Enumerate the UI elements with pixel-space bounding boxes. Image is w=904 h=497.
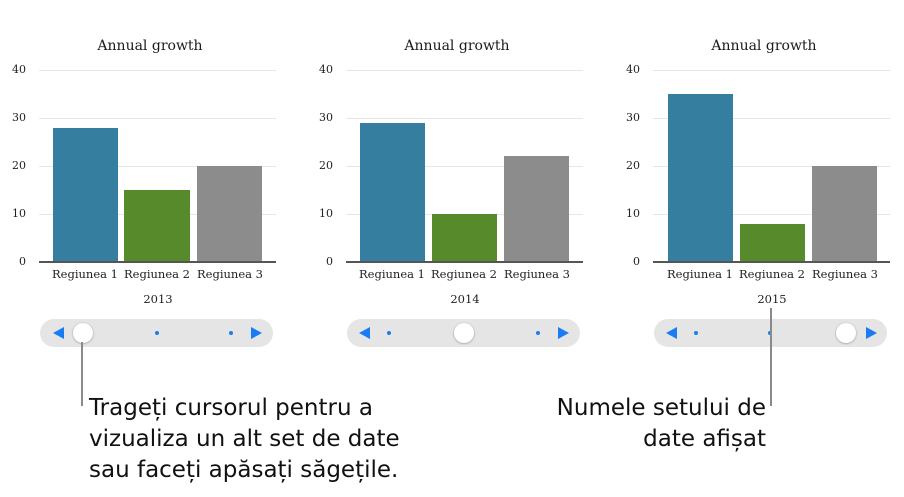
bar-region-3 [197,166,262,262]
x-label-region-1: Regiunea 1 [667,267,733,281]
callout-line-2: vizualiza un alt set de date [89,426,400,452]
y-tick-10: 10 [626,207,640,220]
data-set-name: 2014 [450,292,480,306]
callout-slider-instructions: Trageți cursorul pentru a vizualiza un a… [89,393,400,486]
data-set-name: 2013 [143,292,173,306]
chart-2015: Annual growth 40 30 20 10 0 Regiunea 1 R… [614,0,904,310]
slider-knob[interactable] [836,323,856,343]
bar-region-1 [360,122,425,262]
callout-line-1: Trageți cursorul pentru a [89,395,373,421]
gridline [39,118,276,119]
y-tick-0: 0 [633,255,640,268]
bar-region-2 [432,214,497,262]
gridline [346,166,583,167]
data-set-slider-2013[interactable] [40,319,273,347]
triangle-right-icon[interactable] [251,327,262,339]
y-tick-20: 20 [319,159,333,172]
gridline [39,166,276,167]
callout-line-slider [81,342,83,406]
y-tick-30: 30 [626,111,640,124]
callout-line-3: sau faceți apăsați săgețile. [89,457,399,483]
y-tick-0: 0 [326,255,333,268]
gridline [346,70,583,71]
slider-dot[interactable] [536,331,540,335]
y-tick-20: 20 [12,159,26,172]
x-label-region-2: Regiunea 2 [431,267,497,281]
slider-knob[interactable] [454,323,474,343]
triangle-right-icon[interactable] [558,327,569,339]
y-tick-30: 30 [12,111,26,124]
callout-line-set-name [770,308,772,406]
x-label-region-3: Regiunea 3 [197,267,263,281]
data-set-name: 2015 [757,292,787,306]
triangle-left-icon[interactable] [666,327,677,339]
bar-region-1 [53,127,118,262]
x-label-region-3: Regiunea 3 [504,267,570,281]
callout-set-name: Numele setului de date afișat [531,393,766,455]
callout-line-1: Numele setului de [556,395,766,421]
chart-title: Annual growth [404,38,510,54]
x-axis [39,261,276,263]
gridline [653,118,890,119]
x-label-region-3: Regiunea 3 [812,267,878,281]
gridline [346,118,583,119]
chart-title: Annual growth [711,38,817,54]
y-tick-10: 10 [12,207,26,220]
y-tick-40: 40 [626,63,640,76]
y-tick-40: 40 [319,63,333,76]
triangle-left-icon[interactable] [53,327,64,339]
y-tick-30: 30 [319,111,333,124]
bar-region-3 [812,166,877,262]
x-label-region-1: Regiunea 1 [52,267,118,281]
triangle-right-icon[interactable] [866,327,877,339]
chart-2014: Annual growth 40 30 20 10 0 Regiunea 1 R… [307,0,607,310]
slider-dot[interactable] [229,331,233,335]
slider-dot[interactable] [694,331,698,335]
x-label-region-2: Regiunea 2 [124,267,190,281]
bar-region-1 [668,94,733,262]
x-label-region-2: Regiunea 2 [739,267,805,281]
gridline [653,70,890,71]
y-tick-20: 20 [626,159,640,172]
bar-region-2 [740,223,805,262]
slider-dot[interactable] [155,331,159,335]
chart-2013: Annual growth 40 30 20 10 0 Regiunea 1 R… [0,0,300,310]
x-label-region-1: Regiunea 1 [359,267,425,281]
gridline [39,70,276,71]
y-tick-10: 10 [319,207,333,220]
y-tick-40: 40 [12,63,26,76]
data-set-slider-2014[interactable] [347,319,580,347]
gridline [653,214,890,215]
chart-title: Annual growth [97,38,203,54]
gridline [653,166,890,167]
triangle-left-icon[interactable] [359,327,370,339]
slider-dot[interactable] [387,331,391,335]
x-axis [346,261,583,263]
y-tick-0: 0 [19,255,26,268]
bar-region-2 [124,190,190,262]
callout-line-2: date afișat [643,426,766,452]
slider-knob[interactable] [73,323,93,343]
x-axis [653,261,890,263]
bar-region-3 [504,156,569,262]
